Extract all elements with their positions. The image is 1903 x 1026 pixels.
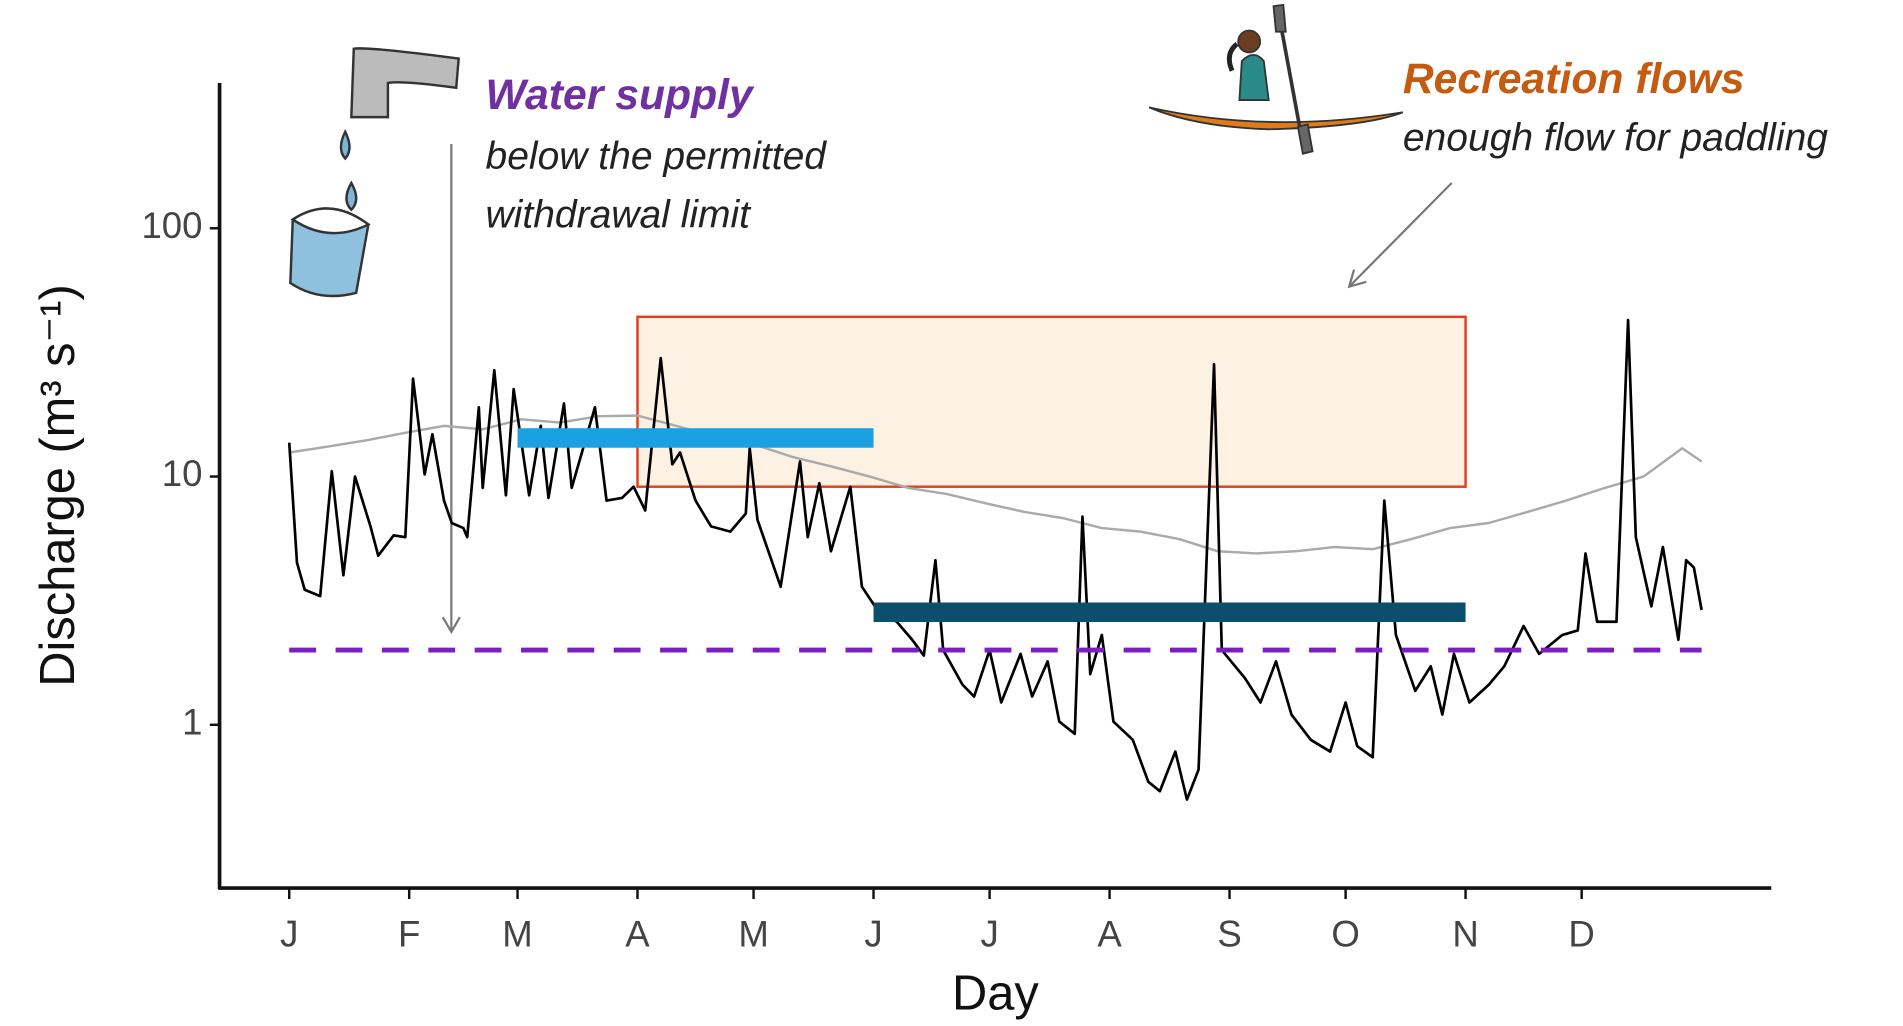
water-supply-text: withdrawal limit [486, 193, 753, 236]
x-tick-label: S [1217, 914, 1241, 955]
x-tick-label: F [398, 914, 420, 955]
recreation-text: enough flow for paddling [1403, 117, 1828, 160]
recreation-title: Recreation flows [1403, 55, 1745, 103]
x-axis-title: Day [952, 966, 1039, 1020]
y-axis-title: Discharge (m³ s⁻¹) [31, 284, 85, 686]
kayak-icon [1149, 5, 1403, 154]
x-tick-label: O [1331, 914, 1359, 955]
period-bar [874, 602, 1466, 622]
x-tick-label: M [738, 914, 768, 955]
period-bar [518, 428, 874, 448]
y-tick-label: 10 [162, 453, 203, 494]
water-supply-text: below the permitted [486, 135, 828, 178]
x-tick-label: A [625, 914, 650, 955]
x-tick-label: M [502, 914, 532, 955]
water-supply-title: Water supply [486, 71, 756, 119]
x-tick-label: A [1097, 914, 1122, 955]
tap-icon [290, 48, 458, 296]
recreation-box [637, 317, 1465, 487]
x-tick-label: D [1568, 914, 1594, 955]
y-tick-label: 100 [141, 205, 202, 246]
x-tick-label: J [980, 914, 998, 955]
body: Discharge (m³ s⁻¹) Day Water supply belo… [0, 0, 1903, 1026]
x-tick-label: N [1452, 914, 1478, 955]
chart: Discharge (m³ s⁻¹) Day Water supply belo… [0, 0, 1903, 1021]
x-tick-label: J [864, 914, 882, 955]
y-tick-label: 1 [182, 701, 202, 742]
x-tick-label: J [280, 914, 298, 955]
page: Discharge chart {"chart_data": { "type":… [0, 0, 1903, 1026]
